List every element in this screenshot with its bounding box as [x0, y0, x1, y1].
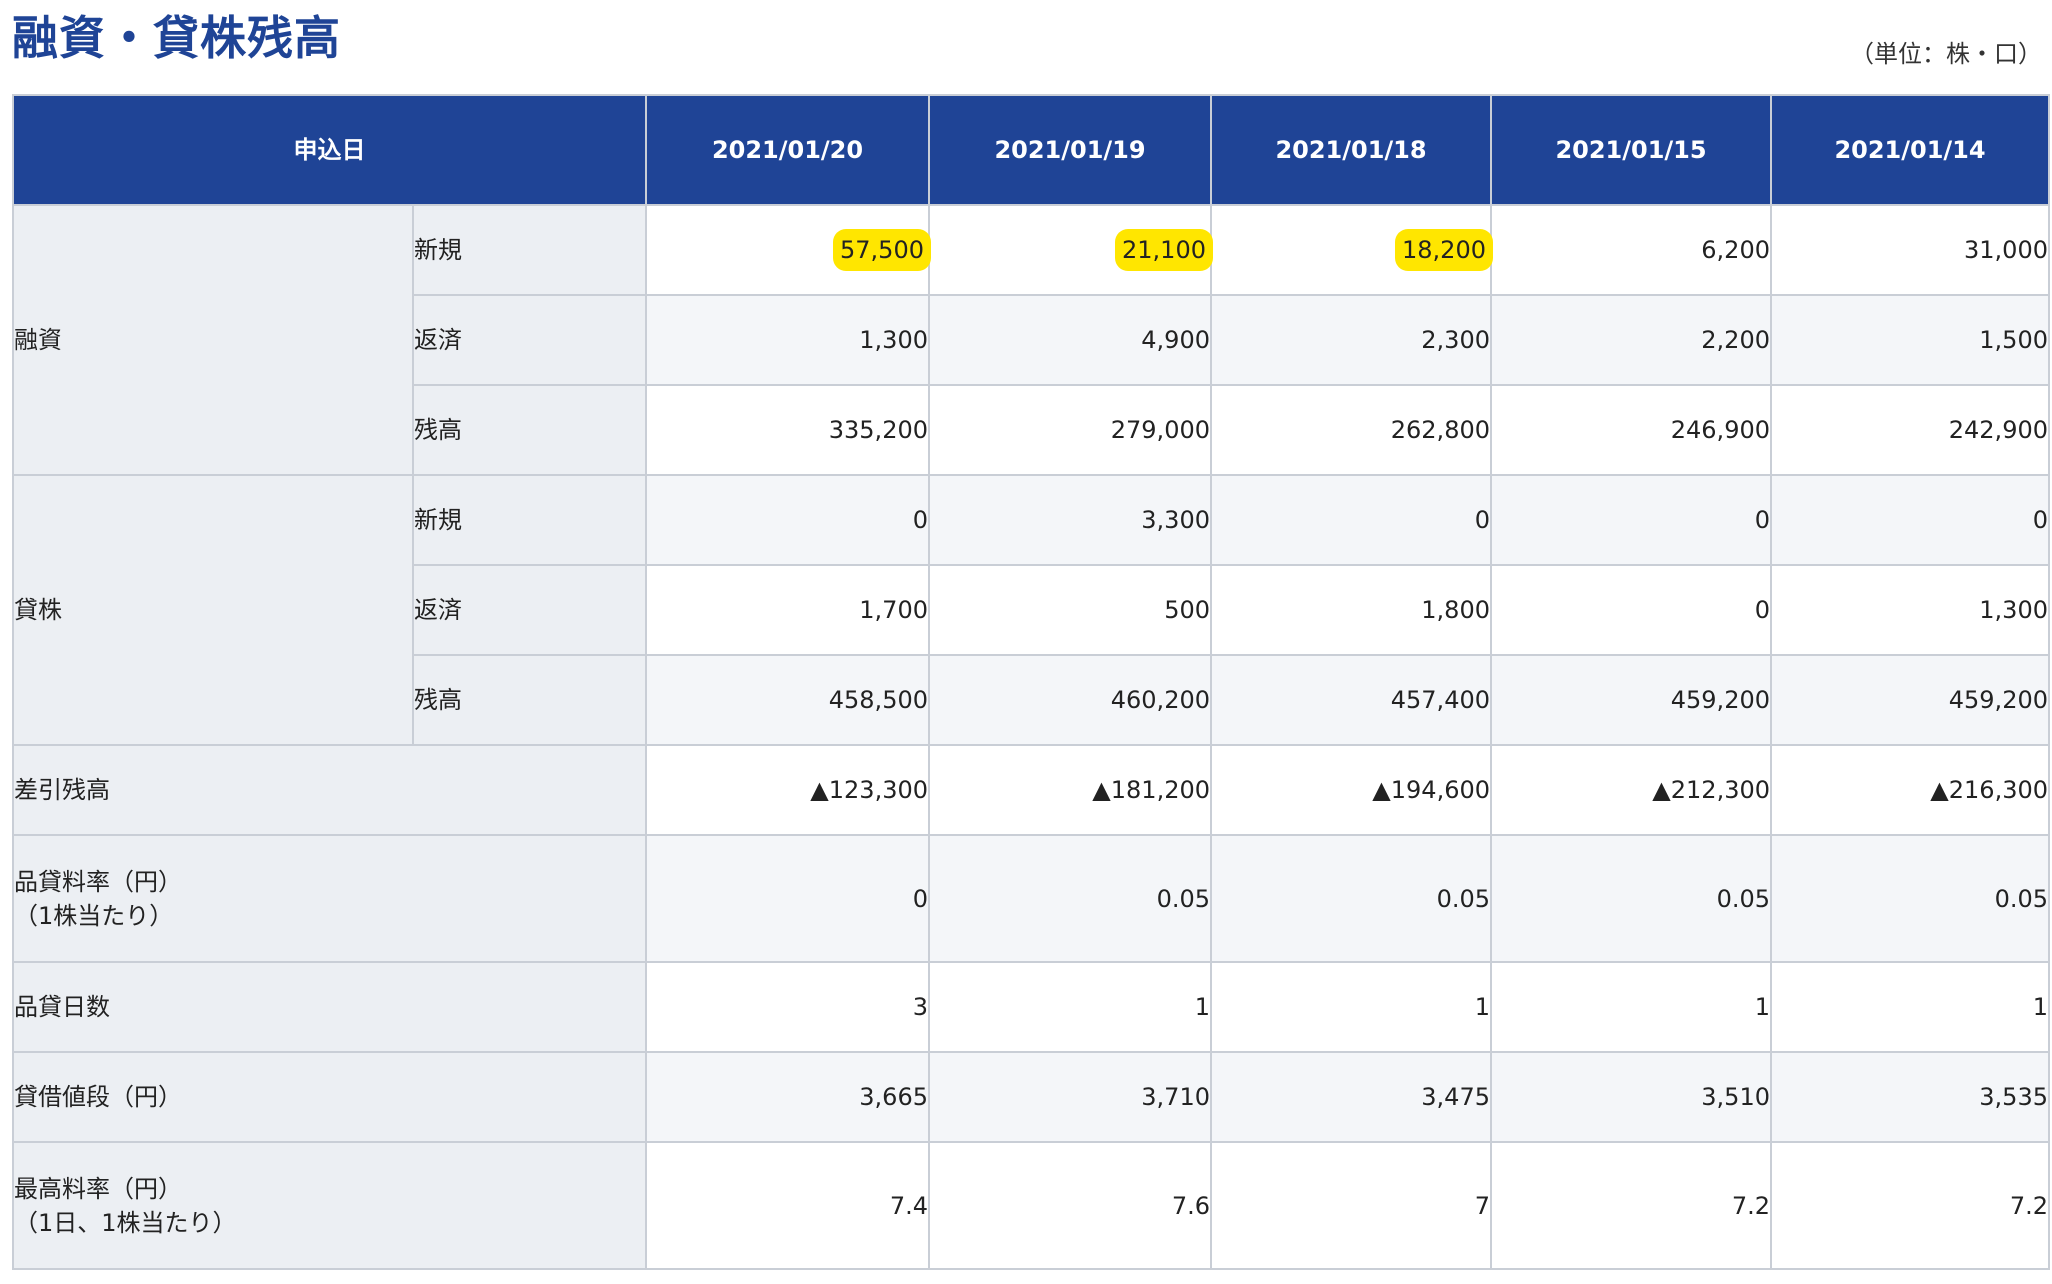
header-date: 2021/01/20 — [645, 94, 930, 206]
row-label: 残高 — [412, 654, 647, 746]
table-cell: 457,400 — [1210, 654, 1492, 746]
table-cell: 1,300 — [645, 294, 930, 386]
row-label: 返済 — [412, 564, 647, 656]
table-cell: 7.2 — [1770, 1141, 2050, 1270]
header-date: 2021/01/19 — [928, 94, 1212, 206]
table-cell: 3 — [645, 961, 930, 1053]
table-row: 最高料率（円） （1日、1株当たり） 7.4 7.6 7 7.2 7.2 — [12, 1141, 2050, 1270]
table-cell: 1,700 — [645, 564, 930, 656]
table-cell: 0 — [1210, 474, 1492, 566]
table-row: 品貸日数 3 1 1 1 1 — [12, 961, 2050, 1053]
margin-lending-table: 申込日 2021/01/20 2021/01/19 2021/01/18 202… — [12, 94, 2050, 1270]
table-cell: 0 — [645, 834, 930, 963]
header-date: 2021/01/14 — [1770, 94, 2050, 206]
row-label: 返済 — [412, 294, 647, 386]
table-row: 品貸料率（円） （1株当たり） 0 0.05 0.05 0.05 0.05 — [12, 834, 2050, 963]
header-row: 申込日 2021/01/20 2021/01/19 2021/01/18 202… — [12, 94, 2050, 206]
table-cell: 31,000 — [1770, 204, 2050, 296]
table-cell: 1 — [1210, 961, 1492, 1053]
row-label: 貸借値段（円） — [12, 1051, 647, 1143]
table-cell: 459,200 — [1770, 654, 2050, 746]
unit-note: （単位：株・口） — [1850, 40, 2042, 68]
table-row: 残高 335,200 279,000 262,800 246,900 242,9… — [13, 384, 2050, 476]
table-cell: 0 — [645, 474, 930, 566]
table-cell: 335,200 — [645, 384, 930, 476]
table-cell: ▲123,300 — [645, 744, 930, 836]
table-cell: 1 — [1490, 961, 1772, 1053]
table-cell: 458,500 — [645, 654, 930, 746]
table-cell: 1 — [1770, 961, 2050, 1053]
table-cell: 0.05 — [1770, 834, 2050, 963]
header-date-label: 申込日 — [12, 94, 647, 206]
table-cell: ▲181,200 — [928, 744, 1212, 836]
table-cell: 459,200 — [1490, 654, 1772, 746]
row-label: 最高料率（円） （1日、1株当たり） — [12, 1141, 647, 1270]
table-cell: 3,535 — [1770, 1051, 2050, 1143]
row-label: 残高 — [412, 384, 647, 476]
row-label-line: 最高料率（円） — [14, 1174, 182, 1203]
highlighted-value: 57,500 — [836, 232, 928, 268]
header-date: 2021/01/15 — [1490, 94, 1772, 206]
table-cell: 3,665 — [645, 1051, 930, 1143]
table-cell: 0 — [1770, 474, 2050, 566]
table-cell: 7.6 — [928, 1141, 1212, 1270]
row-label: 新規 — [412, 474, 647, 566]
table-cell: 4,900 — [928, 294, 1212, 386]
row-label: 品貸料率（円） （1株当たり） — [12, 834, 647, 963]
row-label: 差引残高 — [12, 744, 647, 836]
table-cell: 3,510 — [1490, 1051, 1772, 1143]
table-cell: 57,500 — [645, 204, 930, 296]
table-cell: 0.05 — [1210, 834, 1492, 963]
table-cell: 1 — [928, 961, 1212, 1053]
table-cell: 2,300 — [1210, 294, 1492, 386]
table-cell: 7.2 — [1490, 1141, 1772, 1270]
group-label-lending: 貸株 — [12, 474, 414, 746]
page-title: 融資・貸株残高 — [12, 11, 341, 65]
table-cell: 242,900 — [1770, 384, 2050, 476]
table-cell: 3,475 — [1210, 1051, 1492, 1143]
table-cell: 279,000 — [928, 384, 1212, 476]
table-row: 返済 1,700 500 1,800 0 1,300 — [13, 564, 2050, 656]
row-label: 品貸日数 — [12, 961, 647, 1053]
table-cell: 3,300 — [928, 474, 1212, 566]
table-cell: 2,200 — [1490, 294, 1772, 386]
table-cell: 500 — [928, 564, 1212, 656]
row-label-line: （1株当たり） — [14, 901, 174, 930]
table-cell: 0 — [1490, 474, 1772, 566]
table-cell: 7 — [1210, 1141, 1492, 1270]
table-cell: 1,300 — [1770, 564, 2050, 656]
table-cell: ▲212,300 — [1490, 744, 1772, 836]
row-label-line: 品貸料率（円） — [14, 867, 182, 896]
table-cell: 0.05 — [1490, 834, 1772, 963]
table-cell: 18,200 — [1210, 204, 1492, 296]
table-row: 貸借値段（円） 3,665 3,710 3,475 3,510 3,535 — [12, 1051, 2050, 1143]
table-cell: 1,800 — [1210, 564, 1492, 656]
table-cell: ▲216,300 — [1770, 744, 2050, 836]
table-cell: 1,500 — [1770, 294, 2050, 386]
table-row: 残高 458,500 460,200 457,400 459,200 459,2… — [13, 654, 2050, 746]
table-cell: 246,900 — [1490, 384, 1772, 476]
table-cell: 460,200 — [928, 654, 1212, 746]
row-label: 新規 — [412, 204, 647, 296]
table-row: 返済 1,300 4,900 2,300 2,200 1,500 — [13, 294, 2050, 386]
table-cell: 0.05 — [928, 834, 1212, 963]
table-row: 差引残高 ▲123,300 ▲181,200 ▲194,600 ▲212,300… — [12, 744, 2050, 836]
group-label-margin: 融資 — [12, 204, 414, 476]
table-cell: 21,100 — [928, 204, 1212, 296]
table-cell: 0 — [1490, 564, 1772, 656]
table-cell: 262,800 — [1210, 384, 1492, 476]
table-row: 融資 新規 57,500 21,100 18,200 6,200 31,000 — [12, 204, 2050, 476]
table-cell: ▲194,600 — [1210, 744, 1492, 836]
table-cell: 3,710 — [928, 1051, 1212, 1143]
table-cell: 6,200 — [1490, 204, 1772, 296]
highlighted-value: 18,200 — [1398, 232, 1490, 268]
table-cell: 7.4 — [645, 1141, 930, 1270]
highlighted-value: 21,100 — [1118, 232, 1210, 268]
header-date: 2021/01/18 — [1210, 94, 1492, 206]
row-label-line: （1日、1株当たり） — [14, 1208, 237, 1237]
table-row: 貸株 新規 0 3,300 0 0 0 — [12, 474, 2050, 746]
